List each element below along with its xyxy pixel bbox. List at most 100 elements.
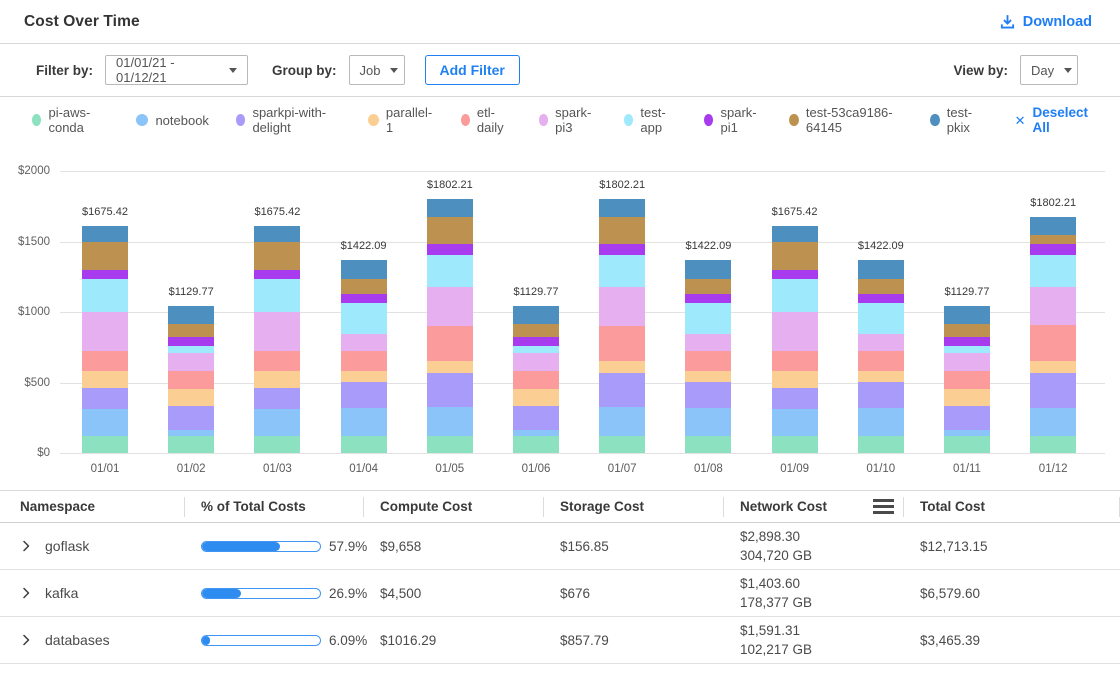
bar-segment-pi-aws-conda[interactable] xyxy=(944,436,990,453)
bar-01/07[interactable] xyxy=(599,199,645,453)
legend-item-notebook[interactable]: notebook xyxy=(136,113,209,128)
bar-segment-spark-pi3[interactable] xyxy=(858,334,904,351)
bar-segment-parallel-1[interactable] xyxy=(685,371,731,382)
chevron-right-icon[interactable] xyxy=(20,587,32,599)
namespace-cell[interactable]: kafka xyxy=(0,585,185,601)
bar-segment-notebook[interactable] xyxy=(685,408,731,435)
bar-segment-parallel-1[interactable] xyxy=(341,371,387,382)
bar-01/11[interactable] xyxy=(944,306,990,453)
bar-01/06[interactable] xyxy=(513,306,559,453)
bar-segment-pi-aws-conda[interactable] xyxy=(772,436,818,453)
bar-segment-spark-pi3[interactable] xyxy=(685,334,731,351)
bar-segment-etl-daily[interactable] xyxy=(1030,325,1076,361)
legend-item-test-53ca9186-64145[interactable]: test-53ca9186-64145 xyxy=(789,105,903,135)
group-by-select[interactable]: Job xyxy=(349,55,405,85)
bar-segment-spark-pi1[interactable] xyxy=(341,294,387,304)
bar-segment-test-pkix[interactable] xyxy=(1030,217,1076,234)
bar-segment-sparkpi-with-delight[interactable] xyxy=(944,406,990,431)
bar-segment-test-pkix[interactable] xyxy=(427,199,473,217)
download-button[interactable]: Download xyxy=(999,13,1092,30)
bar-segment-spark-pi1[interactable] xyxy=(944,337,990,346)
column-header--of-total-costs[interactable]: % of Total Costs xyxy=(185,497,364,517)
bar-segment-sparkpi-with-delight[interactable] xyxy=(341,382,387,409)
bar-segment-spark-pi3[interactable] xyxy=(944,353,990,370)
bar-segment-sparkpi-with-delight[interactable] xyxy=(858,382,904,409)
deselect-all-button[interactable]: ✕ Deselect All xyxy=(1015,105,1096,135)
date-range-select[interactable]: 01/01/21 - 01/12/21 xyxy=(105,55,248,85)
chevron-right-icon[interactable] xyxy=(20,540,32,552)
bar-segment-spark-pi1[interactable] xyxy=(427,244,473,255)
bar-segment-test-app[interactable] xyxy=(685,303,731,334)
bar-segment-spark-pi3[interactable] xyxy=(427,287,473,326)
bar-segment-notebook[interactable] xyxy=(1030,408,1076,435)
bar-segment-pi-aws-conda[interactable] xyxy=(685,436,731,453)
bar-segment-notebook[interactable] xyxy=(341,408,387,435)
column-header-total-cost[interactable]: Total Cost xyxy=(904,497,1120,517)
bar-segment-test-53ca9186-64145[interactable] xyxy=(1030,235,1076,244)
bar-segment-spark-pi1[interactable] xyxy=(858,294,904,304)
bar-segment-test-app[interactable] xyxy=(772,279,818,311)
bar-segment-test-app[interactable] xyxy=(858,303,904,334)
bar-segment-sparkpi-with-delight[interactable] xyxy=(427,373,473,407)
add-filter-button[interactable]: Add Filter xyxy=(425,55,520,85)
bar-segment-parallel-1[interactable] xyxy=(858,371,904,382)
bar-segment-spark-pi3[interactable] xyxy=(772,312,818,352)
legend-item-sparkpi-with-delight[interactable]: sparkpi-with-delight xyxy=(236,105,341,135)
bar-segment-sparkpi-with-delight[interactable] xyxy=(685,382,731,409)
bar-segment-parallel-1[interactable] xyxy=(1030,361,1076,373)
bar-segment-test-pkix[interactable] xyxy=(513,306,559,323)
bar-segment-spark-pi3[interactable] xyxy=(1030,287,1076,325)
bar-segment-parallel-1[interactable] xyxy=(944,389,990,406)
bar-segment-pi-aws-conda[interactable] xyxy=(427,436,473,453)
bar-segment-test-53ca9186-64145[interactable] xyxy=(772,242,818,271)
bar-segment-test-app[interactable] xyxy=(944,346,990,354)
bar-segment-spark-pi3[interactable] xyxy=(341,334,387,351)
bar-segment-etl-daily[interactable] xyxy=(254,351,300,371)
view-by-select[interactable]: Day xyxy=(1020,55,1078,85)
bar-segment-sparkpi-with-delight[interactable] xyxy=(168,406,214,431)
bar-segment-pi-aws-conda[interactable] xyxy=(168,436,214,453)
bar-segment-sparkpi-with-delight[interactable] xyxy=(1030,373,1076,408)
bar-segment-pi-aws-conda[interactable] xyxy=(341,436,387,453)
bar-segment-test-53ca9186-64145[interactable] xyxy=(944,324,990,337)
bar-segment-test-pkix[interactable] xyxy=(772,226,818,242)
legend-item-spark-pi1[interactable]: spark-pi1 xyxy=(704,105,762,135)
bar-segment-pi-aws-conda[interactable] xyxy=(254,436,300,453)
bar-segment-test-53ca9186-64145[interactable] xyxy=(858,279,904,293)
bar-segment-spark-pi3[interactable] xyxy=(513,353,559,370)
namespace-cell[interactable]: databases xyxy=(0,632,185,648)
bar-segment-etl-daily[interactable] xyxy=(513,371,559,389)
bar-segment-test-pkix[interactable] xyxy=(685,260,731,279)
bar-segment-parallel-1[interactable] xyxy=(168,389,214,406)
namespace-cell[interactable]: goflask xyxy=(0,538,185,554)
bar-segment-etl-daily[interactable] xyxy=(944,371,990,389)
bar-segment-pi-aws-conda[interactable] xyxy=(513,436,559,453)
bar-01/01[interactable] xyxy=(82,226,128,453)
bar-segment-notebook[interactable] xyxy=(858,408,904,435)
bar-segment-notebook[interactable] xyxy=(599,407,645,436)
bar-segment-spark-pi3[interactable] xyxy=(599,287,645,326)
bar-01/04[interactable] xyxy=(341,260,387,453)
bar-segment-spark-pi1[interactable] xyxy=(685,294,731,304)
bar-segment-spark-pi1[interactable] xyxy=(254,270,300,279)
bar-segment-test-53ca9186-64145[interactable] xyxy=(82,242,128,271)
bar-segment-spark-pi3[interactable] xyxy=(82,312,128,352)
bar-segment-parallel-1[interactable] xyxy=(82,371,128,388)
column-header-namespace[interactable]: Namespace xyxy=(0,497,185,517)
bar-segment-spark-pi3[interactable] xyxy=(168,353,214,370)
bar-segment-test-53ca9186-64145[interactable] xyxy=(341,279,387,293)
bar-segment-test-app[interactable] xyxy=(82,279,128,311)
bar-01/10[interactable] xyxy=(858,260,904,453)
bar-segment-etl-daily[interactable] xyxy=(685,351,731,370)
bar-segment-pi-aws-conda[interactable] xyxy=(599,436,645,453)
bar-01/08[interactable] xyxy=(685,260,731,453)
bar-segment-notebook[interactable] xyxy=(82,409,128,436)
bar-segment-etl-daily[interactable] xyxy=(82,351,128,371)
bar-segment-test-app[interactable] xyxy=(1030,255,1076,287)
bar-segment-test-53ca9186-64145[interactable] xyxy=(599,217,645,244)
bar-segment-parallel-1[interactable] xyxy=(772,371,818,388)
legend-item-spark-pi3[interactable]: spark-pi3 xyxy=(539,105,597,135)
bar-segment-etl-daily[interactable] xyxy=(168,371,214,389)
bar-segment-sparkpi-with-delight[interactable] xyxy=(513,406,559,431)
bar-segment-spark-pi1[interactable] xyxy=(1030,244,1076,255)
